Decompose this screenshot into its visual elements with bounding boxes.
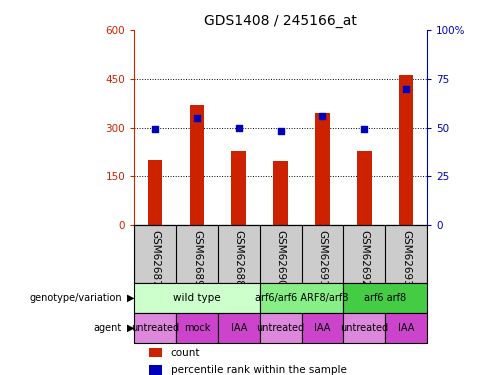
Point bbox=[151, 126, 159, 132]
Bar bbox=[190, 105, 204, 225]
Text: IAA: IAA bbox=[398, 323, 414, 333]
Bar bbox=[344, 283, 427, 313]
Text: ▶: ▶ bbox=[127, 293, 134, 303]
Bar bbox=[176, 313, 218, 343]
Text: GSM62692: GSM62692 bbox=[359, 230, 369, 286]
Bar bbox=[134, 313, 176, 343]
Text: IAA: IAA bbox=[314, 323, 330, 333]
Bar bbox=[148, 160, 163, 225]
Text: GSM62693: GSM62693 bbox=[401, 230, 411, 286]
Title: GDS1408 / 245166_at: GDS1408 / 245166_at bbox=[204, 13, 357, 28]
Bar bbox=[134, 283, 260, 313]
Bar bbox=[149, 365, 162, 375]
Bar bbox=[218, 313, 260, 343]
Bar bbox=[315, 113, 330, 225]
Text: wild type: wild type bbox=[173, 293, 221, 303]
Text: untreated: untreated bbox=[131, 323, 179, 333]
Bar bbox=[260, 283, 344, 313]
Text: untreated: untreated bbox=[257, 323, 305, 333]
Text: GSM62689: GSM62689 bbox=[192, 230, 202, 286]
Point bbox=[402, 86, 410, 92]
Bar bbox=[260, 313, 302, 343]
Bar bbox=[385, 313, 427, 343]
Text: ▶: ▶ bbox=[127, 323, 134, 333]
Bar bbox=[302, 313, 344, 343]
Text: GSM62691: GSM62691 bbox=[317, 230, 327, 286]
Text: IAA: IAA bbox=[231, 323, 247, 333]
Bar bbox=[149, 348, 162, 357]
Text: count: count bbox=[171, 348, 200, 358]
Point bbox=[235, 124, 243, 130]
Point bbox=[319, 113, 326, 119]
Point bbox=[360, 126, 368, 132]
Text: GSM62690: GSM62690 bbox=[276, 230, 285, 286]
Bar bbox=[273, 160, 288, 225]
Point bbox=[277, 128, 285, 134]
Text: GSM62687: GSM62687 bbox=[150, 230, 160, 286]
Bar bbox=[231, 151, 246, 225]
Text: GSM62688: GSM62688 bbox=[234, 230, 244, 286]
Bar bbox=[399, 75, 413, 225]
Text: arf6 arf8: arf6 arf8 bbox=[364, 293, 406, 303]
Text: agent: agent bbox=[94, 323, 122, 333]
Bar bbox=[357, 151, 371, 225]
Bar bbox=[344, 313, 385, 343]
Text: mock: mock bbox=[184, 323, 210, 333]
Point bbox=[193, 115, 201, 121]
Text: percentile rank within the sample: percentile rank within the sample bbox=[171, 365, 346, 375]
Text: genotype/variation: genotype/variation bbox=[29, 293, 122, 303]
Text: untreated: untreated bbox=[340, 323, 388, 333]
Text: arf6/arf6 ARF8/arf8: arf6/arf6 ARF8/arf8 bbox=[255, 293, 348, 303]
